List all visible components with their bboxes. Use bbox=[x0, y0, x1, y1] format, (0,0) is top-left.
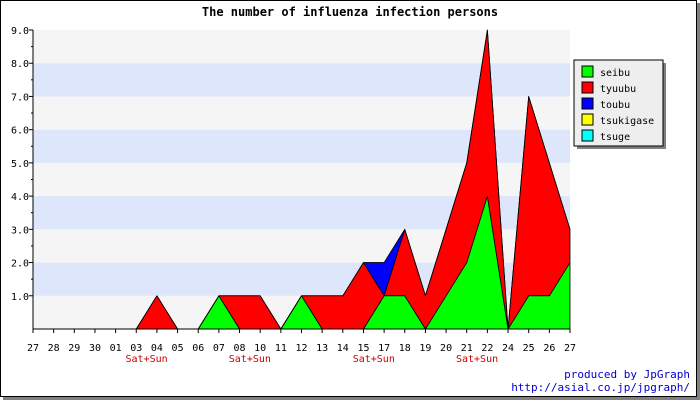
y-tick-label: 4.0 bbox=[11, 192, 29, 203]
x-tick-label: 20 bbox=[440, 343, 452, 354]
legend-swatch-tsukigase bbox=[581, 113, 594, 126]
x-tick-label: 17 bbox=[378, 343, 390, 354]
x-tick-label: 12 bbox=[295, 343, 307, 354]
credit-url[interactable]: http://asial.co.jp/jpgraph/ bbox=[511, 381, 690, 394]
x-tick-label: 10 bbox=[254, 343, 266, 354]
x-tick-label: 25 bbox=[523, 343, 535, 354]
y-tick-label: 1.0 bbox=[11, 292, 29, 303]
weekend-label: Sat+Sun bbox=[353, 354, 395, 365]
x-tick-label: 03 bbox=[130, 343, 142, 354]
credit-producer: produced by JpGraph bbox=[564, 368, 690, 381]
legend-swatch-tyuubu bbox=[581, 81, 594, 94]
x-tick-label: 27 bbox=[27, 343, 39, 354]
y-tick-label: 3.0 bbox=[11, 225, 29, 236]
y-tick-label: 2.0 bbox=[11, 259, 29, 270]
x-tick-label: 27 bbox=[564, 343, 576, 354]
x-tick-label: 07 bbox=[213, 343, 225, 354]
chart-title: The number of influenza infection person… bbox=[202, 5, 498, 19]
y-tick-label: 6.0 bbox=[11, 126, 29, 137]
x-tick-label: 15 bbox=[357, 343, 369, 354]
x-tick-label: 04 bbox=[151, 343, 163, 354]
x-tick-label: 22 bbox=[481, 343, 493, 354]
x-tick-label: 06 bbox=[192, 343, 204, 354]
weekend-label: Sat+Sun bbox=[456, 354, 498, 365]
legend-label-toubu: toubu bbox=[600, 100, 630, 111]
x-tick-label: 11 bbox=[275, 343, 287, 354]
x-tick-label: 05 bbox=[172, 343, 184, 354]
y-tick-label: 5.0 bbox=[11, 159, 29, 170]
x-tick-label: 28 bbox=[48, 343, 60, 354]
legend-label-tyuubu: tyuubu bbox=[600, 84, 636, 95]
x-tick-label: 01 bbox=[110, 343, 122, 354]
legend-swatch-toubu bbox=[581, 97, 594, 110]
x-tick-label: 26 bbox=[543, 343, 555, 354]
legend-label-tsuge: tsuge bbox=[600, 132, 630, 143]
x-tick-label: 13 bbox=[316, 343, 328, 354]
x-tick-label: 18 bbox=[399, 343, 411, 354]
legend-swatch-tsuge bbox=[581, 129, 594, 142]
legend-label-seibu: seibu bbox=[600, 68, 630, 79]
x-tick-label: 29 bbox=[68, 343, 80, 354]
x-tick-label: 14 bbox=[337, 343, 349, 354]
y-tick-label: 7.0 bbox=[11, 92, 29, 103]
grid-band bbox=[33, 30, 570, 64]
x-tick-label: 19 bbox=[419, 343, 431, 354]
legend-label-tsukigase: tsukigase bbox=[600, 116, 654, 127]
legend-swatch-seibu bbox=[581, 65, 594, 78]
y-tick-label: 8.0 bbox=[11, 59, 29, 70]
x-tick-label: 30 bbox=[89, 343, 101, 354]
x-tick-label: 21 bbox=[461, 343, 473, 354]
x-tick-label: 24 bbox=[502, 343, 514, 354]
y-tick-label: 9.0 bbox=[11, 26, 29, 37]
weekend-label: Sat+Sun bbox=[229, 354, 271, 365]
x-tick-label: 08 bbox=[234, 343, 246, 354]
weekend-label: Sat+Sun bbox=[126, 354, 168, 365]
